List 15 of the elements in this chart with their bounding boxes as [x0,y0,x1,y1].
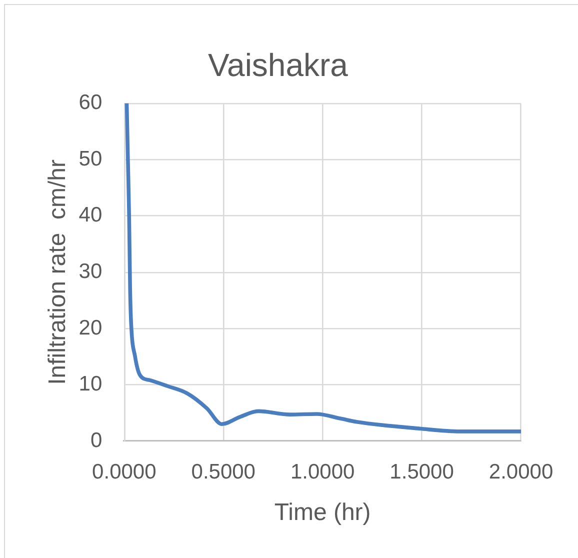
x-tick-label: 1.0000 [290,460,355,484]
x-tick-label: 0.0000 [92,460,156,484]
y-tick-label: 60 [78,91,102,114]
y-tick-label: 40 [78,204,102,227]
y-tick-label: 30 [78,260,102,283]
x-tick-label: 2.0000 [488,460,554,484]
y-tick-label: 0 [90,428,102,452]
y-tick-label: 10 [78,372,102,396]
x-axis-title: Time (hr) [274,499,371,526]
x-tick-label: 0.5000 [191,460,256,484]
y-tick-label: 20 [78,316,102,340]
x-tick-label: 1.5000 [390,460,454,484]
chart-title: Vaishakra [208,47,348,84]
y-axis-title: Infiltration rate cm/hr [44,159,72,385]
y-tick-label: 50 [78,147,102,170]
